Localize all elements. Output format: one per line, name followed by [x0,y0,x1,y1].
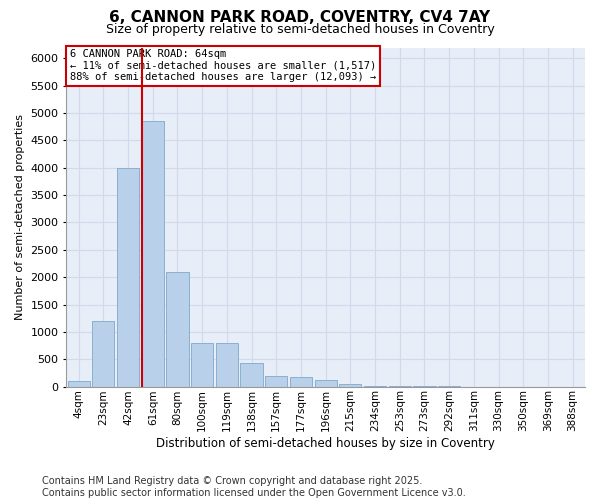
Bar [339,384,361,386]
Text: 6 CANNON PARK ROAD: 64sqm
← 11% of semi-detached houses are smaller (1,517)
88% : 6 CANNON PARK ROAD: 64sqm ← 11% of semi-… [70,49,376,82]
Bar [166,272,188,386]
Bar [68,381,90,386]
Text: Contains HM Land Registry data © Crown copyright and database right 2025.
Contai: Contains HM Land Registry data © Crown c… [42,476,466,498]
Y-axis label: Number of semi-detached properties: Number of semi-detached properties [15,114,25,320]
Bar [290,377,312,386]
Bar [314,380,337,386]
Bar [117,168,139,386]
Bar [92,321,115,386]
Text: Size of property relative to semi-detached houses in Coventry: Size of property relative to semi-detach… [106,22,494,36]
Bar [216,343,238,386]
Text: 6, CANNON PARK ROAD, COVENTRY, CV4 7AY: 6, CANNON PARK ROAD, COVENTRY, CV4 7AY [109,10,491,25]
Bar [142,122,164,386]
Bar [191,343,213,386]
Bar [265,376,287,386]
Bar [241,363,263,386]
X-axis label: Distribution of semi-detached houses by size in Coventry: Distribution of semi-detached houses by … [156,437,495,450]
